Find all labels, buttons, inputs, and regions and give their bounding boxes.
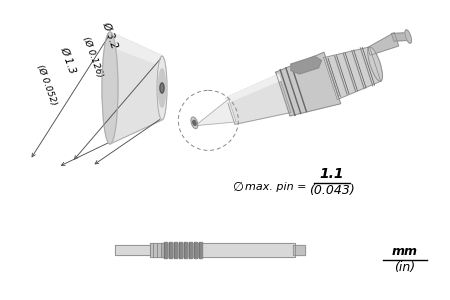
Text: D530004: D530004 (228, 245, 266, 254)
Polygon shape (164, 242, 167, 258)
Polygon shape (195, 99, 236, 126)
Polygon shape (368, 33, 399, 55)
Ellipse shape (191, 117, 198, 129)
Text: mm: mm (392, 245, 418, 258)
Polygon shape (179, 242, 182, 258)
Text: Ø 1.3: Ø 1.3 (58, 45, 77, 75)
Polygon shape (226, 74, 280, 103)
Polygon shape (293, 245, 305, 255)
Polygon shape (110, 32, 162, 144)
Ellipse shape (158, 69, 166, 107)
Ellipse shape (160, 83, 164, 93)
Polygon shape (324, 47, 381, 100)
Polygon shape (110, 32, 162, 66)
Polygon shape (115, 245, 150, 255)
Polygon shape (194, 242, 197, 258)
Ellipse shape (102, 32, 118, 144)
Polygon shape (276, 52, 341, 116)
Ellipse shape (193, 120, 196, 125)
Text: (Ø 0.052): (Ø 0.052) (36, 63, 58, 107)
Polygon shape (150, 243, 165, 257)
Polygon shape (189, 242, 192, 258)
Polygon shape (184, 242, 187, 258)
Ellipse shape (405, 30, 411, 43)
Polygon shape (198, 243, 295, 257)
Polygon shape (291, 56, 321, 74)
Text: max. pin =: max. pin = (245, 182, 306, 192)
Text: (Ø 0.126): (Ø 0.126) (81, 35, 104, 79)
Polygon shape (162, 243, 200, 257)
Polygon shape (392, 33, 410, 41)
Polygon shape (169, 242, 172, 258)
Text: (0.043): (0.043) (309, 184, 355, 197)
Text: $\varnothing$: $\varnothing$ (232, 180, 244, 194)
Ellipse shape (368, 47, 382, 81)
Polygon shape (174, 242, 177, 258)
Ellipse shape (157, 56, 167, 120)
Text: Ø 3.2: Ø 3.2 (100, 20, 119, 50)
Polygon shape (226, 74, 291, 124)
Text: 1.1: 1.1 (320, 167, 344, 181)
Text: (in): (in) (395, 261, 415, 274)
Polygon shape (199, 242, 202, 258)
